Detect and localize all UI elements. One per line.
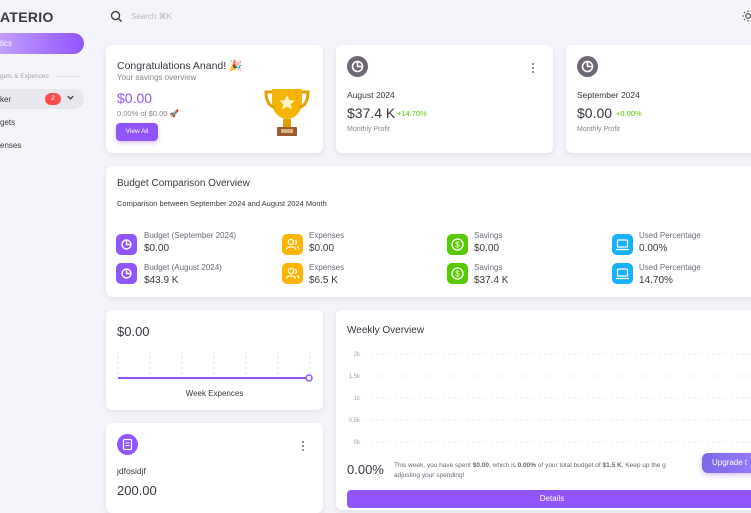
stat-value: $43.9 K [144, 275, 179, 286]
pct-value: 0.00% [517, 462, 537, 469]
stat-label: Savings [474, 263, 503, 272]
item-name: jdfosidjf [117, 466, 146, 476]
stat-value: $0.00 [474, 243, 500, 254]
y-tick-label: 1k [354, 396, 361, 402]
budget-value: $1.5 K [602, 462, 622, 469]
spent-value: $0.00 [472, 462, 490, 469]
search-input[interactable]: Search ⌘K [131, 12, 172, 21]
sidebar-item-tracker[interactable]: ker [0, 89, 84, 109]
profit-value: $0.00 [577, 105, 613, 121]
stat-value: 14.70% [639, 275, 673, 286]
sidebar-section-title: gets & Expences [0, 73, 49, 80]
receipt-icon [117, 434, 138, 455]
weekly-overview-card: Weekly Overview 2k 1.5k 1k 0.5k 0k 0.00% Thi… [336, 310, 751, 510]
search-icon[interactable] [110, 10, 123, 23]
congrats-title: Congratulations Anand! 🎉 [117, 60, 243, 72]
stat-value: $37.4 K [474, 275, 509, 286]
svg-text:$: $ [455, 270, 460, 279]
week-amount: $0.00 [117, 324, 150, 339]
sidebar-item-budgets[interactable]: gets [0, 118, 16, 127]
week-label: Week Expences [185, 389, 244, 398]
stat-label: Expenses [309, 231, 345, 240]
laptop-icon [612, 234, 633, 255]
chevron-down-icon[interactable] [66, 93, 75, 102]
congrats-card: Congratulations Anand! 🎉 Your savings ov… [106, 45, 323, 153]
weekly-percent: 0.00% [347, 462, 384, 477]
dollar-icon: $ [447, 263, 468, 284]
more-vertical-icon[interactable] [531, 62, 535, 74]
details-button[interactable]: Details [347, 490, 751, 508]
sidebar-item-label: ker [0, 95, 12, 104]
savings-progress: 0.00% of $0.00 🚀 [117, 109, 179, 118]
profit-label: Monthly Profit [577, 126, 620, 133]
pie-chart-icon [347, 56, 368, 77]
profit-value: $37.4 K [347, 105, 396, 121]
notification-badge: 2 [45, 93, 61, 105]
trophy-icon [264, 89, 310, 136]
profit-month: August 2024 [347, 90, 395, 100]
stat-label: Expenses [309, 263, 345, 272]
week-sparkline [117, 352, 313, 382]
y-tick-label: 0k [354, 440, 361, 446]
weekly-bar-chart: 2k 1.5k 1k 0.5k 0k [349, 352, 751, 446]
brand-logo-text[interactable]: ATERIO [0, 9, 54, 25]
profit-change: +0.00% [616, 109, 642, 118]
congrats-subtitle: Your savings overview [117, 73, 197, 82]
stat-label: Budget (September 2024) [144, 231, 237, 240]
sidebar-item-expenses[interactable]: enses [0, 141, 22, 150]
y-tick-label: 2k [354, 352, 361, 358]
svg-text:$: $ [455, 241, 460, 250]
pie-chart-icon [116, 234, 137, 255]
users-icon [282, 263, 303, 284]
dollar-icon: $ [447, 234, 468, 255]
weekly-title: Weekly Overview [347, 325, 425, 336]
stat-value: 0.00% [639, 243, 668, 254]
profit-month: September 2024 [577, 90, 640, 100]
budget-subtitle: Comparison between September 2024 and Au… [117, 199, 327, 208]
section-divider [57, 76, 81, 77]
view-all-button[interactable]: View All [116, 123, 158, 141]
weekly-message: This week, you have spent $0.00, which i… [394, 462, 666, 479]
sidebar-item-analytics[interactable]: tics [0, 33, 84, 54]
more-vertical-icon[interactable] [301, 440, 305, 452]
upgrade-button[interactable]: Upgrade t [702, 453, 751, 473]
pie-chart-icon [577, 56, 598, 77]
profit-card-september: September 2024 $0.00 +0.00% Monthly Prof… [566, 45, 751, 153]
week-expences-card: $0.00 Week Expences [106, 310, 323, 410]
pie-chart-icon [116, 263, 137, 284]
stat-label: Savings [474, 231, 503, 240]
expense-item-card: jdfosidjf 200.00 [106, 423, 323, 513]
stat-value: $0.00 [144, 243, 170, 254]
budget-comparison-card: Budget Comparison Overview Comparison be… [106, 166, 751, 297]
stat-label: Used Percentage [639, 231, 701, 240]
profit-change: +14.70% [397, 109, 427, 118]
item-amount: 200.00 [117, 483, 157, 498]
profit-label: Monthly Profit [347, 126, 390, 133]
y-tick-label: 0.5k [349, 418, 361, 424]
stat-value: $0.00 [309, 243, 335, 254]
users-icon [282, 234, 303, 255]
sun-icon[interactable] [742, 10, 751, 22]
stat-label: Used Percentage [639, 263, 701, 272]
profit-card-august: August 2024 $37.4 K +14.70% Monthly Prof… [336, 45, 553, 153]
savings-amount: $0.00 [117, 90, 153, 106]
budget-title: Budget Comparison Overview [117, 178, 250, 189]
stat-label: Budget (August 2024) [144, 263, 222, 272]
y-tick-label: 1.5k [349, 374, 361, 380]
stat-value: $6.5 K [309, 275, 338, 286]
laptop-icon [612, 263, 633, 284]
